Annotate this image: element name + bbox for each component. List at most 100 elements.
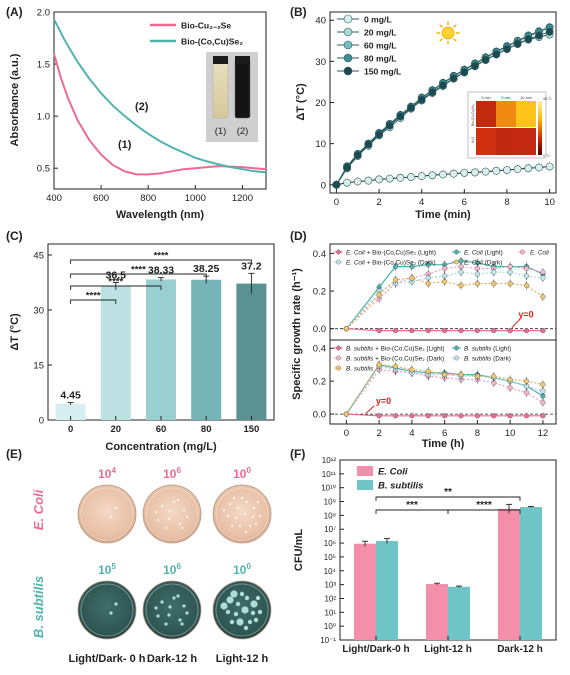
- colony: [228, 502, 232, 506]
- data-point: [458, 282, 464, 289]
- agar-plate: [142, 484, 202, 544]
- data-point: [545, 162, 554, 171]
- legend-label: 0 mg/L: [364, 15, 392, 25]
- vial-label-2: (2): [237, 126, 249, 137]
- y-tick-label: 10¹: [324, 608, 336, 617]
- panel-a-legend-label-2: Bio-(Co,Cu)Se₂: [181, 37, 243, 47]
- colony: [182, 508, 186, 512]
- panel-e-row-label-ecoli: E. Coli: [31, 489, 46, 530]
- legend-label-condition: (Dark): [491, 355, 511, 362]
- y-tick-label: 10⁹: [324, 498, 336, 507]
- x-tick-label: Dark-12 h: [497, 644, 543, 655]
- vial-1: [212, 59, 229, 119]
- x-tick-label: 0: [334, 197, 339, 208]
- data-point: [540, 381, 546, 388]
- series-line-3: [345, 368, 544, 415]
- data-point: [545, 27, 554, 36]
- panel-c-significance: **** **** **** ****: [70, 251, 252, 304]
- bar-0: [55, 403, 86, 420]
- colony: [244, 530, 248, 534]
- x-tick-label: 0: [344, 428, 349, 439]
- panel-f-legend-label-1: E. Coli: [378, 467, 408, 478]
- legend-label-species: E. Coli + Bio-(Co,Cu)Se₂ (Light): [346, 249, 436, 256]
- data-point: [407, 103, 415, 112]
- data-point: [481, 167, 490, 176]
- series-line-2: [345, 260, 544, 330]
- thermal-col-label-3: 10 min: [520, 96, 531, 100]
- data-point: [460, 68, 469, 76]
- panel-d-x-axis-label: Time (h): [422, 438, 465, 450]
- panel-d-series: [343, 256, 546, 419]
- legend-label: 150 mg/L: [364, 67, 401, 77]
- thermal-cell: [496, 101, 516, 127]
- data-point: [428, 171, 437, 180]
- panel-a-annotation-2: (2): [135, 101, 149, 113]
- data-point: [375, 175, 383, 184]
- x-tick-label: 6: [442, 428, 447, 439]
- colony: [185, 515, 189, 519]
- colony: [235, 601, 241, 607]
- data-point: [540, 327, 546, 334]
- bar-b-subtilis: [520, 507, 542, 640]
- colony: [255, 595, 261, 601]
- legend-marker: [336, 249, 341, 255]
- legend-label: 60 mg/L: [364, 41, 396, 51]
- legend-marker: [454, 249, 459, 255]
- data-point: [523, 390, 530, 396]
- y-tick-label: 10¹²: [322, 456, 337, 465]
- panel-a-y-axis-label: Absorbance (a.u.): [9, 53, 21, 146]
- data-point: [491, 280, 497, 287]
- data-point: [449, 74, 458, 83]
- x-tick-label: 8: [475, 428, 480, 439]
- bar-e-coli: [426, 584, 448, 640]
- legend-label-species: E. Coli + Bio-(Co,Cu)Se₂ (Dark): [346, 259, 436, 266]
- x-tick-label: Light-12 h: [424, 644, 472, 655]
- colony: [168, 605, 172, 609]
- data-point: [392, 263, 399, 270]
- dilution-label: 105: [98, 562, 116, 577]
- y-tick-label: 15: [33, 361, 44, 372]
- colony: [225, 609, 231, 615]
- panel-f-bars: Light/Dark-0 h Light-12 h Dark-12 h: [342, 503, 543, 655]
- panel-f-legend-swatch-2: [357, 480, 373, 490]
- thermal-cell: [496, 128, 516, 155]
- legend-marker: [343, 40, 353, 50]
- data-point: [471, 168, 479, 177]
- significance-bracket: [70, 285, 162, 290]
- legend-label-species: B. subtilis (Light): [464, 345, 511, 352]
- dilution-exponent: 5: [111, 562, 116, 571]
- panel-a-vial-photo: (1) (2): [206, 52, 258, 142]
- legend-marker: [336, 365, 341, 371]
- data-point: [409, 367, 415, 373]
- colony: [250, 600, 258, 608]
- sun-icon: [436, 21, 460, 45]
- data-point: [540, 294, 546, 300]
- colony: [236, 618, 244, 626]
- legend-marker: [454, 259, 459, 265]
- data-point: [396, 112, 405, 121]
- dilution-label: 106: [163, 466, 181, 481]
- data-point: [376, 327, 382, 334]
- panel-f-cfu-chart: 10⁻¹ 10⁰ 10¹ 10² 10³ 10⁴ 10⁵ 10⁶ 10⁷ 10⁸ 10⁹ 10¹⁰ 10…: [293, 456, 557, 655]
- bar-value-label: 38.33: [148, 265, 174, 277]
- agar-plate: [142, 580, 202, 640]
- annotation-arrow: [365, 405, 375, 414]
- y-tick-label: 45: [33, 251, 44, 262]
- bar-value-label: 36.5: [106, 270, 127, 282]
- data-point: [523, 413, 530, 419]
- panel-c-ticks: 0 15 30 45: [33, 251, 52, 427]
- data-point: [409, 275, 415, 281]
- dilution-exponent: 6: [176, 466, 181, 475]
- data-point: [507, 280, 513, 287]
- y-tick-label: 10⁸: [324, 511, 336, 520]
- colony: [238, 524, 242, 528]
- panel-label-a: (A): [6, 5, 23, 19]
- significance-stars: ****: [476, 500, 492, 511]
- thermal-row-label-2: H₂O: [471, 136, 475, 143]
- data-point: [428, 88, 437, 97]
- thermal-scale-max: 45 °C: [543, 97, 552, 101]
- data-point: [439, 170, 447, 179]
- y-tick-label: 10⁴: [324, 567, 337, 576]
- data-point: [425, 413, 431, 419]
